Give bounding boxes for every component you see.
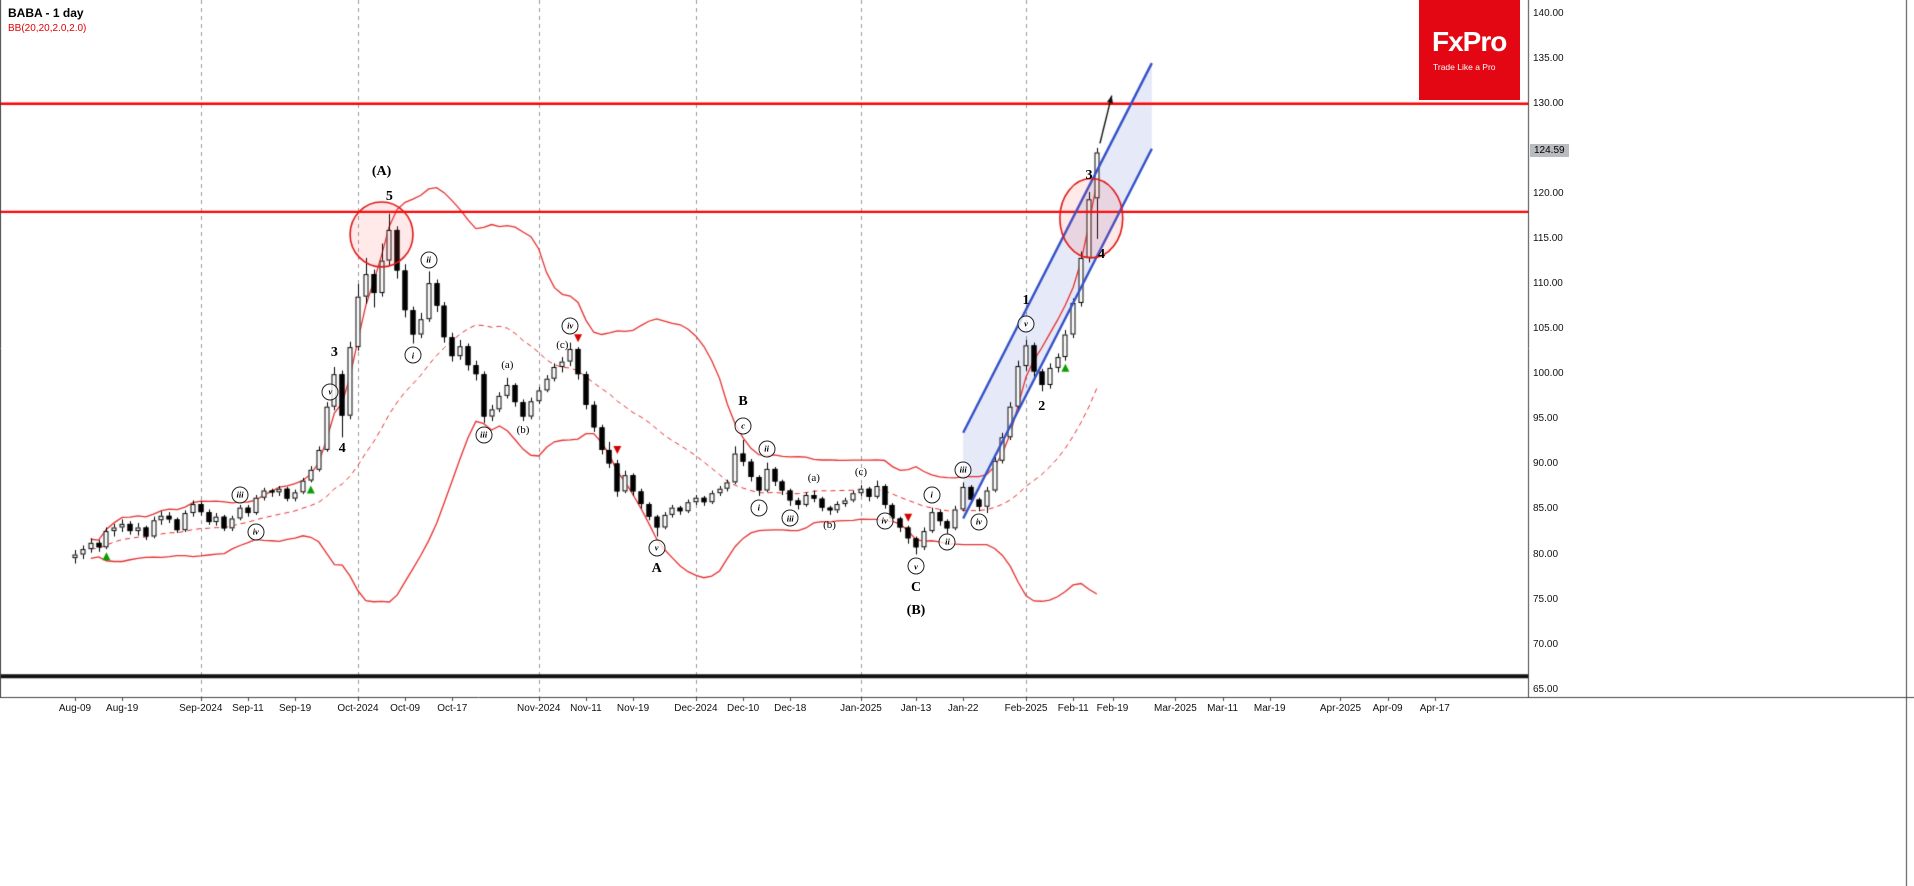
price-axis-label: 70.00 <box>1533 638 1559 650</box>
price-axis-label: 110.00 <box>1533 278 1563 290</box>
chart-header: BABA - 1 day BB(20,20,2.0,2.0) <box>8 6 86 34</box>
time-axis-label: Jan-22 <box>947 703 979 714</box>
time-axis-label: Dec-2024 <box>674 703 718 714</box>
indicator-label: BB(20,20,2.0,2.0) <box>8 23 87 34</box>
time-axis-label: Apr-2025 <box>1319 703 1362 714</box>
time-axis-label: Apr-17 <box>1419 703 1450 714</box>
time-axis-label: Feb-2025 <box>1004 703 1048 714</box>
time-axis-label: Aug-19 <box>106 703 139 714</box>
time-axis-label: Feb-11 <box>1057 703 1089 714</box>
price-axis-label: 100.00 <box>1533 368 1564 380</box>
time-axis-label: Aug-09 <box>58 703 92 714</box>
price-axis-label: 80.00 <box>1533 548 1559 560</box>
price-axis-label: 115.00 <box>1533 232 1563 244</box>
time-axis-label: Apr-09 <box>1372 703 1403 714</box>
time-axis-label: Feb-19 <box>1096 703 1129 714</box>
price-axis-label: 105.00 <box>1533 323 1564 335</box>
fxpro-logo: FxPro Trade Like a Pro <box>1419 0 1520 100</box>
time-axis-label: Oct-09 <box>390 703 421 714</box>
fxpro-brand-text: FxPro <box>1432 26 1507 57</box>
time-axis-label: Sep-2024 <box>179 703 223 714</box>
time-axis-label: Nov-2024 <box>517 703 561 714</box>
time-axis-label: Mar-19 <box>1253 703 1286 714</box>
time-axis-label: Jan-2025 <box>840 703 882 714</box>
price-axis[interactable]: 124.59 140.00135.00130.00125.00120.00115… <box>1528 0 1590 697</box>
price-axis-label: 120.00 <box>1533 187 1564 199</box>
price-axis-label: 85.00 <box>1533 503 1559 515</box>
time-axis-label: Oct-2024 <box>337 703 379 714</box>
time-axis-label: Sep-19 <box>278 703 312 714</box>
price-axis-label: 130.00 <box>1533 97 1564 109</box>
time-axis-label: Dec-18 <box>774 703 807 714</box>
time-axis-label: Oct-17 <box>437 703 468 714</box>
price-axis-label: 65.00 <box>1533 683 1559 695</box>
price-axis-label: 95.00 <box>1533 413 1559 425</box>
current-price-badge: 124.59 <box>1530 144 1569 158</box>
symbol-title: BABA - 1 day <box>8 6 84 20</box>
price-axis-label: 140.00 <box>1533 7 1564 19</box>
time-axis-label: Sep-11 <box>232 703 264 714</box>
price-axis-label: 75.00 <box>1533 593 1559 605</box>
price-axis-label: 90.00 <box>1533 458 1559 470</box>
fxpro-tagline-text: Trade Like a Pro <box>1433 62 1496 72</box>
time-axis-label: Mar-2025 <box>1153 703 1197 714</box>
time-axis-label: Nov-19 <box>616 703 650 714</box>
time-axis-label: Dec-10 <box>726 703 760 714</box>
time-axis[interactable]: Aug-09 Aug-19 Sep-2024 Sep-11 Sep-19 Oct-2024… <box>0 698 1914 722</box>
time-axis-label: Jan-13 <box>900 703 932 714</box>
price-axis-label: 135.00 <box>1533 52 1564 64</box>
time-axis-label: Mar-11 <box>1207 703 1239 714</box>
time-axis-label: Nov-11 <box>570 703 602 714</box>
